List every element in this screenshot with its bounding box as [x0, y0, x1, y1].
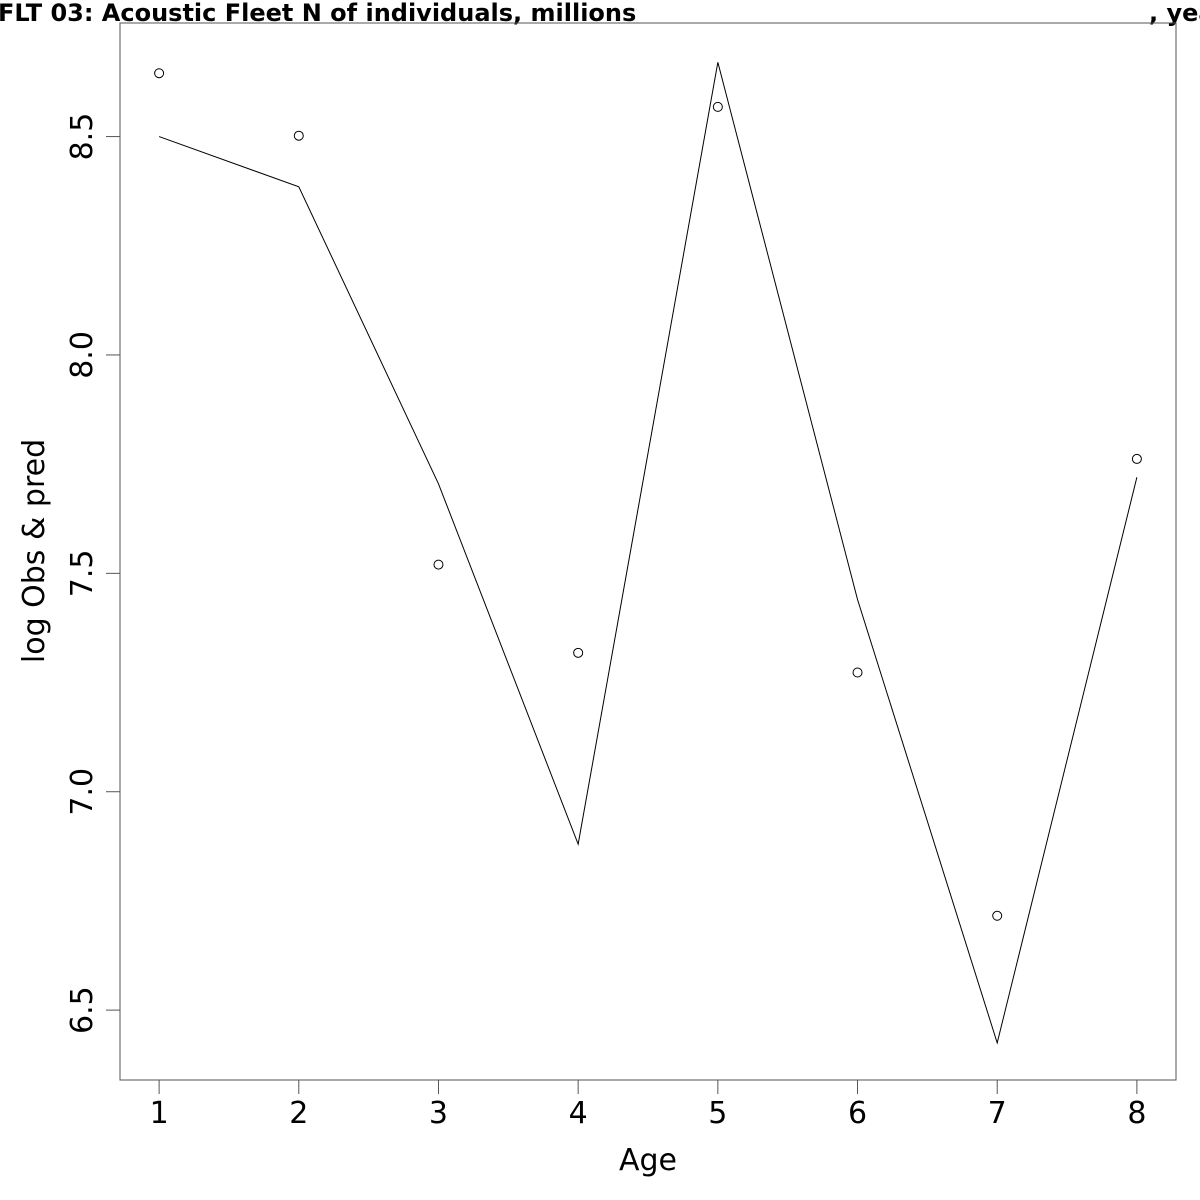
observed-point — [573, 647, 584, 658]
x-tick-label: 8 — [1127, 1096, 1146, 1131]
y-tick-label: 7.0 — [65, 768, 100, 816]
observed-point — [992, 910, 1003, 921]
x-tick-label: 1 — [150, 1096, 169, 1131]
x-tick-label: 6 — [848, 1096, 867, 1131]
observed-point — [293, 130, 304, 141]
observed-point — [852, 667, 863, 678]
y-axis: 6.5 7.0 7.5 8.0 8.5 — [65, 113, 121, 1034]
x-tick-label: 5 — [708, 1096, 727, 1131]
plot-frame — [119, 22, 1177, 1081]
x-axis: 1 2 3 4 5 6 7 8 — [150, 1079, 1146, 1131]
y-axis-label: log Obs & pred — [17, 439, 52, 663]
predicted-series — [158, 62, 1138, 1045]
x-tick-label: 4 — [569, 1096, 588, 1131]
x-tick-label: 7 — [988, 1096, 1007, 1131]
y-tick-label: 6.5 — [65, 986, 100, 1034]
observed-point — [433, 559, 444, 570]
observed-series — [154, 68, 1142, 921]
observed-point — [712, 101, 723, 112]
predicted-line — [158, 62, 1138, 1045]
y-tick-label: 8.5 — [65, 113, 100, 161]
observed-point — [154, 68, 165, 79]
y-tick-label: 8.0 — [65, 331, 100, 379]
x-axis-label: Age — [619, 1143, 677, 1178]
x-tick-label: 3 — [429, 1096, 448, 1131]
y-tick-label: 7.5 — [65, 549, 100, 597]
x-tick-label: 2 — [289, 1096, 308, 1131]
observed-point — [1131, 453, 1142, 464]
